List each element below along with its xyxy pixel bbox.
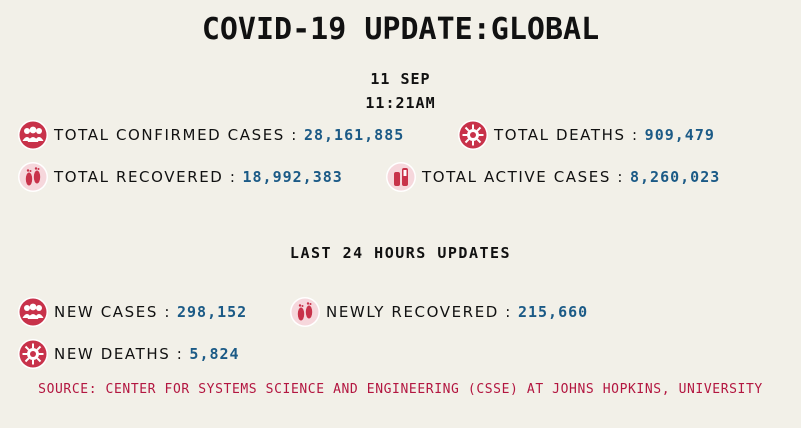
stat-value: 18,992,383 [242,168,343,186]
stat-label: TOTAL DEATHS : [494,126,639,144]
stat-value: 909,479 [644,126,715,144]
virus-icon [458,120,488,150]
source-credit: SOURCE: CENTER FOR SYSTEMS SCIENCE AND E… [38,382,763,397]
stat-value: 28,161,885 [303,126,405,144]
stat-label: TOTAL RECOVERED : [54,168,237,186]
people-group-icon [18,297,48,327]
stat-newly-recovered: NEWLY RECOVERED : 215,660 [290,297,588,327]
stat-value: 298,152 [176,303,248,321]
virus-icon [18,339,48,369]
stat-label: TOTAL ACTIVE CASES : [422,168,624,186]
update-time: 11:21AM [365,94,436,112]
footprints-icon [18,162,48,192]
stat-new-deaths: NEW DEATHS : 5,824 [18,339,240,369]
stat-label: TOTAL CONFIRMED CASES : [54,126,298,144]
stat-label: NEWLY RECOVERED : [326,303,512,321]
stat-value: 5,824 [189,345,240,363]
stat-new-cases: NEW CASES : 298,152 [18,297,247,327]
stat-total-active: TOTAL ACTIVE CASES : 8,260,023 [386,162,720,192]
stat-label: NEW CASES : [54,303,171,321]
stat-total-confirmed: TOTAL CONFIRMED CASES : 28,161,885 [18,120,404,150]
stat-value: 8,260,023 [630,168,721,186]
people-group-icon [18,120,48,150]
test-tubes-icon [386,162,416,192]
page-title: COVID-19 UPDATE:GLOBAL [201,12,600,47]
stat-total-recovered: TOTAL RECOVERED : 18,992,383 [18,162,343,192]
last-24-hours-heading: LAST 24 HOURS UPDATES [289,244,512,262]
update-date: 11 SEP [370,70,431,88]
stat-label: NEW DEATHS : [54,345,184,363]
stat-value: 215,660 [517,303,589,321]
footprints-icon [290,297,320,327]
stat-total-deaths: TOTAL DEATHS : 909,479 [458,120,715,150]
